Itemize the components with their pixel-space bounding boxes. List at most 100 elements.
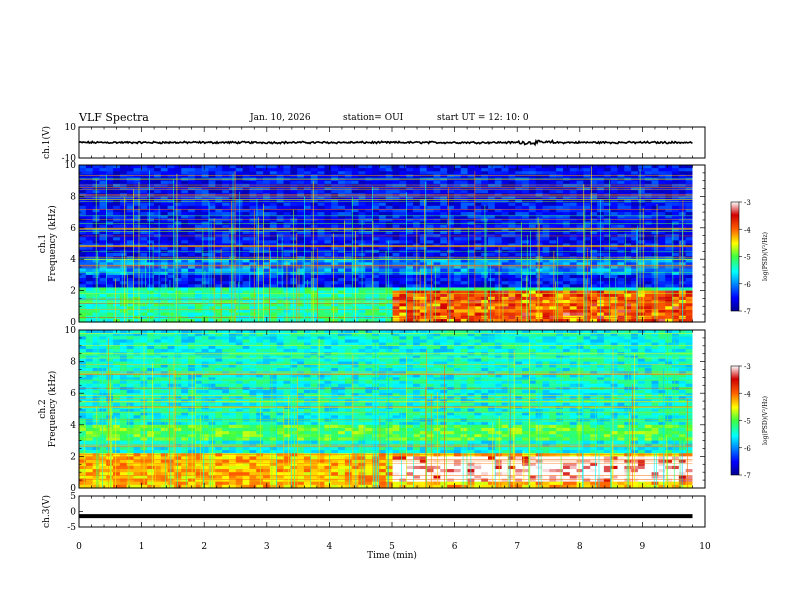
ch1-spec-cell xyxy=(113,265,121,270)
ch1-spec-cell xyxy=(297,240,305,245)
ch1-spec-cell xyxy=(672,230,680,235)
ch1-spec-cell xyxy=(385,183,394,188)
ch1-spec-cell xyxy=(460,208,469,213)
ch1-spec-cell xyxy=(85,290,94,295)
ch1-spec-cell xyxy=(126,215,135,219)
ch1-spec-cell xyxy=(603,303,612,307)
ch1-spec-cell xyxy=(419,193,428,197)
ch1-spec-cell xyxy=(685,290,694,295)
ch1-spec-cell xyxy=(392,183,400,188)
ch1-spec-cell xyxy=(433,202,441,207)
ch1-spec-cell xyxy=(242,224,251,229)
ch1-spec-cell xyxy=(385,237,394,241)
ch1-spec-cell xyxy=(372,227,380,232)
ch1-spec-cell xyxy=(242,165,251,169)
ch1-spec-cell xyxy=(324,168,332,172)
ch1-spec-cell xyxy=(208,274,216,279)
ch1-spec-cell xyxy=(508,306,516,311)
ch1-spec-cell xyxy=(624,271,632,276)
ch1-spec-cell xyxy=(413,193,421,197)
ch1-spec-cell xyxy=(344,183,353,188)
ch1-spec-cell xyxy=(160,165,169,169)
ch1-spec-cell xyxy=(283,218,291,223)
ch1-spec-cell xyxy=(399,306,407,311)
ch1-spec-cell xyxy=(426,274,435,279)
ch1-spec-cell xyxy=(372,180,380,185)
ch2-spec-cell xyxy=(140,330,148,334)
ch1-spec-cell xyxy=(297,287,305,292)
ch1-spec-cell xyxy=(79,309,87,314)
ch1-spec-cell xyxy=(549,278,557,282)
ch1-spec-cell xyxy=(542,193,550,197)
ch1-spec-cell xyxy=(133,171,141,176)
ch1-spec-cell xyxy=(685,208,694,213)
ch1-spec-cell xyxy=(344,227,353,232)
ch1-spec-cell xyxy=(419,290,428,295)
ch1-spec-cell xyxy=(651,230,659,235)
ch1-spec-cell xyxy=(590,212,598,216)
ch1-spec-cell xyxy=(487,212,496,216)
ch1-spec-cell xyxy=(617,274,625,279)
ch1-spec-cell xyxy=(290,246,298,251)
ch1-spec-cell xyxy=(617,218,625,223)
ch1-spec-cell xyxy=(256,190,264,194)
ch1-spec-cell xyxy=(331,196,339,201)
ch1-spec-cell xyxy=(351,208,360,213)
ch1-spec-cell xyxy=(467,193,475,197)
ch1-spec-cell xyxy=(528,259,537,263)
ch1-spec-cell xyxy=(160,190,169,194)
ch1-spec-cell xyxy=(140,196,148,201)
ch1-spec-cell xyxy=(556,306,564,311)
ch1-spec-cell xyxy=(174,309,182,314)
ch1-spec-cell xyxy=(290,259,298,263)
ch1-spec-cell xyxy=(406,306,414,311)
ch1-spec-cell xyxy=(215,237,223,241)
ch1-spec-cell xyxy=(201,271,210,276)
ch1-spec-cell xyxy=(85,180,94,185)
ch1-spec-cell xyxy=(542,278,550,282)
ch1-spec-cell xyxy=(310,180,319,185)
ch1-spec-cell xyxy=(344,171,353,176)
ch1-spec-cell xyxy=(610,246,619,251)
ch1-spec-cell xyxy=(269,186,278,191)
ch1-spec-cell xyxy=(126,265,135,270)
ch1-spec-cell xyxy=(644,246,653,251)
ch1-spec-cell xyxy=(106,183,114,188)
ch1-spec-cell xyxy=(249,271,257,276)
ch1-spec-cell xyxy=(385,262,394,267)
ch1-spec-cell xyxy=(508,196,516,201)
ch1-spec-cell xyxy=(85,246,94,251)
ch1-spec-cell xyxy=(508,237,516,241)
ch1-spec-cell xyxy=(160,212,169,216)
ch1-spec-cell xyxy=(290,205,298,210)
ch1-spec-cell xyxy=(624,268,632,273)
ch1-spec-cell xyxy=(610,183,619,188)
ch1-spec-cell xyxy=(406,165,414,169)
ch1-spec-cell xyxy=(310,259,319,263)
ch1-spec-cell xyxy=(453,218,462,223)
ch1-spec-cell xyxy=(665,168,673,172)
ch1-spec-cell xyxy=(433,240,441,245)
ch1-spec-cell xyxy=(433,168,441,172)
ch1-spec-cell xyxy=(440,303,448,307)
ch1-spec-cell xyxy=(433,262,441,267)
ch1-spec-cell xyxy=(324,293,332,298)
ch1-spec-cell xyxy=(331,271,339,276)
ch1-spec-cell xyxy=(174,240,182,245)
ch1-spec-cell xyxy=(188,281,196,285)
ch1-spec-cell xyxy=(92,174,101,179)
ch1-spec-cell xyxy=(194,230,203,235)
ch1-spec-cell xyxy=(194,180,203,185)
ch1-spec-cell xyxy=(603,224,612,229)
ch1-spec-cell xyxy=(126,246,135,251)
ch1-spec-cell xyxy=(358,190,366,194)
ch1-spec-cell xyxy=(522,208,530,213)
ch1-spec-cell xyxy=(385,224,394,229)
ch1-spec-cell xyxy=(385,171,394,176)
ch1-spec-cell xyxy=(365,287,373,292)
ch1-spec-cell xyxy=(583,171,591,176)
ch1-spec-cell xyxy=(453,183,462,188)
ch1-spec-cell xyxy=(672,240,680,245)
ch1-spec-cell xyxy=(194,293,203,298)
ch1-spec-cell xyxy=(467,274,475,279)
